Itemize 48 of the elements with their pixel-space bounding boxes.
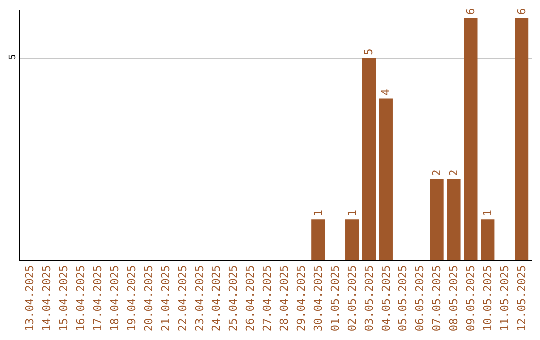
x-tick-label: 24.04.2025 (210, 265, 224, 332)
x-tick-label: 02.05.2025 (346, 265, 359, 332)
x-tick-label: 06.05.2025 (414, 265, 427, 332)
x-tick-label: 12.05.2025 (515, 265, 528, 332)
data-label: 2 (430, 170, 444, 176)
x-tick-label: 28.04.2025 (278, 265, 292, 332)
x-tick-label: 04.05.2025 (380, 265, 393, 332)
data-label: 1 (346, 210, 359, 217)
x-tick-label: 22.04.2025 (176, 265, 190, 332)
x-tick-label: 09.05.2025 (464, 265, 478, 332)
data-label: 4 (380, 88, 393, 96)
x-tick-label: 25.04.2025 (227, 265, 240, 332)
data-label: 5 (362, 48, 376, 56)
x-tick-label: 01.05.2025 (328, 265, 342, 332)
x-tick-label: 08.05.2025 (448, 265, 461, 332)
data-label: 1 (481, 210, 494, 217)
x-tick-label: 26.04.2025 (244, 265, 258, 332)
data-label: 1 (312, 210, 325, 217)
x-tick-label: 14.04.2025 (40, 265, 54, 332)
x-tick-label: 05.05.2025 (396, 265, 410, 332)
x-tick-label: 03.05.2025 (362, 265, 376, 332)
bar (430, 179, 444, 260)
bar (379, 98, 393, 260)
x-tick-label: 27.04.2025 (261, 265, 274, 332)
data-label: 2 (448, 170, 461, 176)
x-tick-label: 19.04.2025 (125, 265, 138, 332)
data-label: 6 (464, 8, 478, 16)
x-tick-label: 07.05.2025 (430, 265, 444, 332)
x-tick-label: 13.04.2025 (24, 265, 37, 332)
bar (312, 220, 326, 260)
bar (346, 220, 360, 260)
bar (447, 179, 461, 260)
x-tick-label: 30.04.2025 (312, 265, 325, 332)
x-tick-label: 23.04.2025 (193, 265, 206, 332)
x-tick-label: 18.04.2025 (108, 265, 122, 332)
bar (481, 220, 495, 260)
bar (515, 18, 529, 260)
x-tick-label: 16.04.2025 (74, 265, 88, 332)
x-tick-label: 20.04.2025 (142, 265, 156, 332)
x-tick-label: 11.05.2025 (498, 265, 512, 332)
data-label: 6 (515, 8, 528, 16)
x-tick-label: 10.05.2025 (481, 265, 494, 332)
x-tick-label: 29.04.2025 (295, 265, 308, 332)
bar (464, 18, 478, 260)
bar (362, 58, 376, 260)
x-tick-label: 21.04.2025 (159, 265, 172, 332)
x-tick-label: 15.04.2025 (58, 265, 71, 332)
x-tick-label: 17.04.2025 (92, 265, 105, 332)
